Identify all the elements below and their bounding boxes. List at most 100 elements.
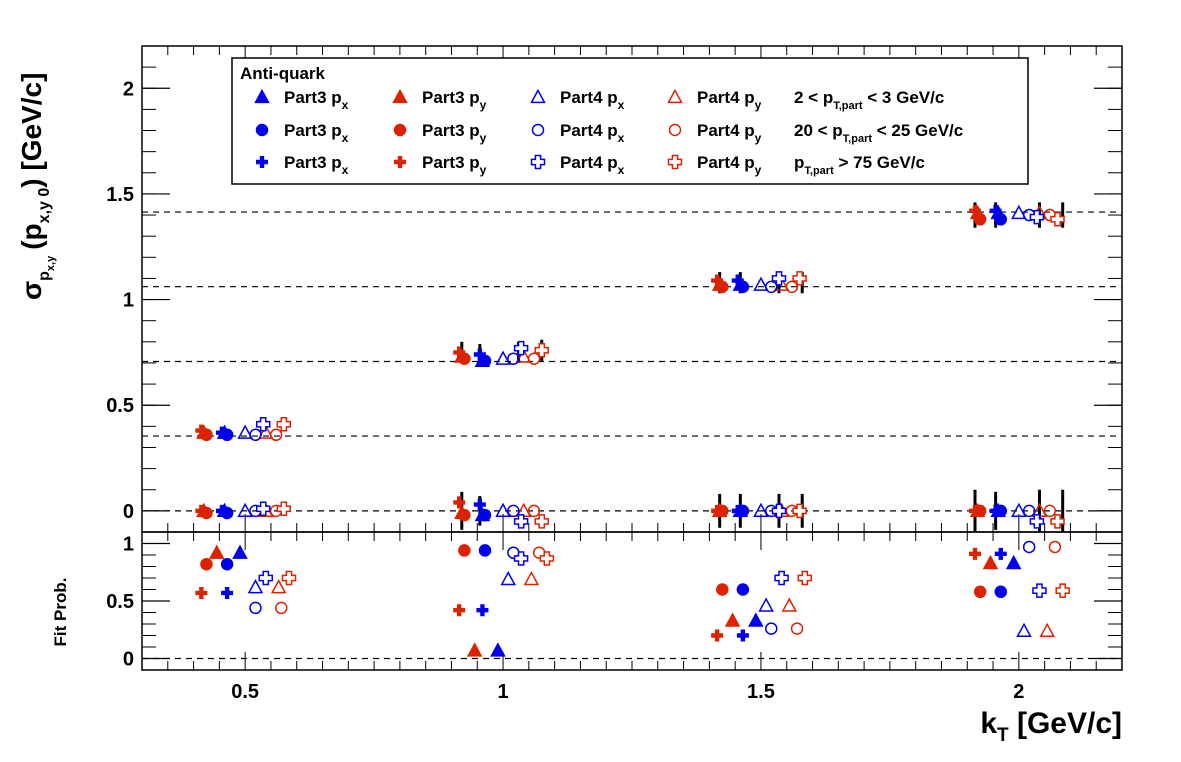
fit-prob-point	[453, 604, 466, 617]
data-point	[711, 274, 724, 287]
y-tick-label: 0.5	[106, 395, 134, 417]
residual-point	[1022, 504, 1036, 518]
legend-label: Part4 py	[697, 121, 762, 145]
top-panel: 0 0.5 1 1.5 2	[106, 45, 1123, 533]
legend-marker	[667, 154, 683, 170]
legend-marker	[394, 156, 406, 168]
legend-label: Part4 px	[560, 153, 625, 177]
y-tick-label: 1.5	[106, 184, 134, 206]
fit-prob-point	[478, 544, 492, 557]
fit-prob-point	[490, 642, 506, 657]
y-tick-label: 0.5	[106, 591, 134, 613]
legend-label: Part3 py	[422, 121, 487, 145]
fit-prob-point	[1016, 622, 1032, 638]
residual-point	[731, 504, 744, 517]
fit-prob-point	[500, 570, 516, 586]
legend-marker	[667, 88, 683, 104]
residual-point	[1050, 514, 1065, 529]
data-point	[1029, 209, 1045, 225]
residual-point	[513, 514, 529, 529]
residual-point	[276, 501, 292, 517]
legend-marker	[255, 123, 269, 137]
x-axis-label: kT [GeV/c]	[980, 707, 1122, 746]
data-point	[534, 343, 549, 358]
legend-label: Part3 px	[284, 88, 349, 112]
residual-point	[753, 502, 769, 518]
data-point	[771, 271, 787, 286]
fit-prob-point	[982, 554, 999, 570]
legend-title: Anti-quark	[240, 64, 326, 83]
residual-point	[792, 503, 807, 519]
residual-point	[507, 504, 520, 518]
fit-prob-point	[790, 622, 804, 635]
legend-label: Part3 px	[284, 121, 349, 145]
data-point	[269, 428, 283, 442]
y-tick-label: 1	[123, 534, 134, 556]
data-point	[969, 204, 981, 217]
residual-point	[969, 504, 981, 517]
fit-prob-point	[539, 551, 555, 566]
fit-prob-point	[781, 597, 798, 612]
residual-point	[473, 498, 486, 511]
legend-marker	[531, 123, 545, 137]
data-point	[473, 348, 486, 361]
fit-prob-point	[275, 601, 288, 615]
data-point	[255, 416, 271, 432]
fit-prob-point	[476, 604, 489, 617]
fit-prob-point	[523, 570, 540, 586]
x-tick-label: 0.5	[231, 681, 259, 703]
data-point	[994, 213, 1008, 226]
legend-label: Part3 py	[422, 88, 487, 112]
data-point	[513, 340, 529, 356]
data-point	[973, 213, 987, 226]
fit-prob-point	[1032, 583, 1047, 598]
fit-prob-point	[736, 583, 750, 596]
fit-prob-point	[969, 547, 981, 560]
fit-prob-point	[258, 570, 274, 586]
data-point	[237, 424, 253, 439]
data-point	[249, 428, 262, 442]
y-axis-label-top: σpx,y(px,y 0) [GeV/c]	[16, 73, 57, 300]
data-point	[495, 350, 511, 365]
data-point	[1050, 212, 1065, 227]
fit-prob-point	[1005, 554, 1022, 570]
legend-box	[231, 57, 1029, 185]
residual-point	[534, 514, 549, 529]
fit-prob-point	[736, 629, 749, 642]
fit-prob-point	[711, 629, 724, 642]
y-tick-label: 0	[123, 649, 134, 671]
bottom-panel: 0 0.5 1 0.5 1 1.5 2	[106, 531, 1123, 703]
legend-label: Part4 px	[560, 121, 625, 145]
legend-range-label: pT,part > 75 GeV/c	[794, 153, 925, 177]
residual-point	[453, 496, 466, 509]
legend-label: Part3 py	[422, 153, 487, 177]
data-point	[515, 348, 532, 363]
data-point	[785, 280, 799, 294]
fit-prob-point	[1055, 583, 1070, 598]
x-tick-label: 1	[497, 681, 508, 703]
legend-label: Part4 px	[560, 88, 625, 112]
residual-point	[237, 502, 253, 518]
data-point	[1011, 204, 1027, 220]
legend-marker	[256, 156, 268, 168]
legend-marker	[668, 123, 682, 137]
y-tick-label: 2	[123, 78, 134, 100]
y-tick-label: 1	[123, 290, 134, 312]
residual-point	[195, 504, 208, 517]
fit-prob-point	[748, 612, 764, 627]
data-point	[215, 426, 228, 439]
fit-prob-point	[765, 622, 778, 635]
fit-prob-point	[232, 544, 248, 559]
legend-marker	[393, 123, 407, 137]
residual-point	[495, 502, 511, 518]
fit-prob-point	[466, 642, 483, 657]
residual-point	[255, 501, 271, 517]
data-point	[453, 346, 466, 359]
fit-prob-point	[281, 570, 297, 586]
fit-prob-point	[1039, 622, 1055, 638]
data-point	[753, 276, 769, 291]
residual-point	[458, 508, 471, 522]
data-point	[792, 271, 807, 286]
residual-point	[771, 503, 787, 519]
